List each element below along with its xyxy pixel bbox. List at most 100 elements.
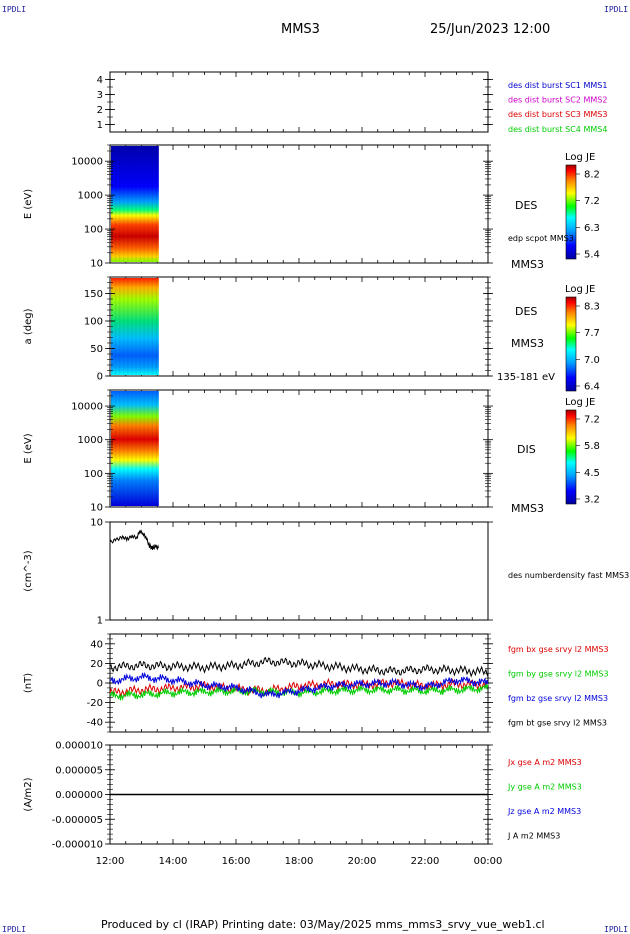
y-axis-label: (A/m2)	[23, 777, 34, 811]
spectrogram-strip	[115, 391, 117, 506]
y-tick-label: -20	[87, 698, 103, 709]
time-tick-label: 00:00	[474, 856, 503, 867]
spectrogram-strip	[139, 278, 141, 375]
time-tick-label: 14:00	[159, 856, 188, 867]
y-tick-label: 1000	[78, 191, 103, 202]
current-legend: Jx gse A m2 MMS3	[507, 758, 582, 767]
y-tick-label: -40	[87, 718, 103, 729]
des-label: DES	[515, 199, 537, 212]
colorbar-title: Log JE	[565, 152, 595, 163]
sc-label: MMS3	[511, 502, 544, 515]
spectrogram-strip	[127, 146, 129, 262]
spectrogram-strip	[135, 146, 137, 262]
colorbar-tick-label: 5.4	[584, 250, 600, 261]
spectrogram-strip	[123, 278, 125, 375]
spectrogram-fill	[111, 278, 159, 375]
dis-label: DIS	[517, 443, 536, 456]
y-tick-label: 10000	[71, 157, 103, 168]
colorbar-tick-label: 6.4	[584, 382, 600, 393]
bfield-line-2	[109, 671, 489, 699]
spectrogram-strip	[147, 278, 149, 375]
y-tick-label: 0.000010	[55, 741, 103, 752]
date-title: 25/Jun/2023 12:00	[430, 22, 551, 37]
bfield-line-1	[109, 683, 489, 701]
colorbar	[565, 296, 577, 392]
bfield-legend: fgm bt gse srvy l2 MMS3	[508, 719, 607, 728]
colorbar	[565, 409, 577, 505]
spectrogram-strip	[143, 146, 145, 262]
spectrogram-strip	[151, 278, 153, 375]
spectrogram-strip	[155, 146, 157, 262]
time-tick-label: 20:00	[348, 856, 377, 867]
y-tick-label: 10	[90, 503, 103, 514]
colorbar-tick-label: 5.8	[584, 441, 600, 452]
colorbar-tick-label: 8.2	[584, 170, 600, 181]
y-tick-label: 20	[90, 659, 103, 670]
spectrogram-strip	[127, 391, 129, 506]
spectrogram-strip	[135, 391, 137, 506]
colorbar-tick-label: 7.7	[584, 328, 600, 339]
y-tick-label: 100	[84, 317, 103, 328]
spectrogram-strip	[143, 391, 145, 506]
ipdli-logo-bottom-right: IPDLI	[604, 925, 629, 934]
current-legend: Jy gse A m2 MMS3	[507, 783, 582, 792]
spectrogram-strip	[143, 278, 145, 375]
y-tick-label: 1	[97, 616, 103, 627]
density-legend: des numberdensity fast MMS3	[508, 571, 629, 580]
y-tick-label: 0	[97, 679, 103, 690]
y-axis-label: (nT)	[23, 673, 34, 693]
colorbar-title: Log JE	[565, 284, 595, 295]
spectrogram-strip	[151, 146, 153, 262]
energy-range-label: 135-181 eV	[497, 372, 555, 383]
time-tick-label: 22:00	[411, 856, 440, 867]
y-tick-label: 0.000005	[55, 765, 103, 776]
panel-frame-1	[109, 144, 489, 264]
bfield-line-3	[109, 656, 489, 678]
spectrogram-strip	[119, 391, 121, 506]
ipdli-logo-right: IPDLI	[604, 5, 629, 14]
footer-credit: Produced by cl (IRAP) Printing date: 03/…	[101, 918, 545, 931]
current-legend: J A m2 MMS3	[507, 832, 560, 841]
sc-label: MMS3	[511, 258, 544, 271]
y-tick-label: 0	[97, 372, 103, 383]
legend-entry: des dist burst SC3 MMS3	[508, 110, 607, 119]
y-tick-label: 10	[90, 259, 103, 270]
spectrogram-strip	[131, 391, 133, 506]
y-tick-label: -0.000010	[52, 840, 103, 851]
panel-frame-0	[109, 71, 489, 133]
spectrogram-fill	[111, 146, 159, 262]
ipdli-logo-left: IPDLI	[2, 5, 27, 14]
y-axis-label: E (eV)	[23, 189, 34, 219]
des-pa-label: DES	[515, 305, 537, 318]
legend-entry: des dist burst SC1 MMS1	[508, 81, 607, 90]
spectrogram-strip	[155, 278, 157, 375]
y-tick-label: 2	[97, 105, 103, 116]
panel-frame-4	[109, 521, 489, 621]
y-tick-label: 1	[97, 120, 103, 131]
spectrogram-strip	[115, 278, 117, 375]
colorbar-tick-label: 6.3	[584, 223, 600, 234]
spectrogram-strip	[119, 278, 121, 375]
spectrogram-strip	[123, 146, 125, 262]
y-tick-label: 4	[97, 75, 103, 86]
y-tick-label: 100	[84, 225, 103, 236]
colorbar-title: Log JE	[565, 397, 595, 408]
bfield-legend: fgm bx gse srvy l2 MMS3	[508, 645, 609, 654]
spectrogram-strip	[147, 391, 149, 506]
spectrogram-strip	[123, 391, 125, 506]
spectrogram-strip	[139, 146, 141, 262]
legend-entry: des dist burst SC2 MMS2	[508, 96, 607, 105]
y-tick-label: 10	[90, 518, 103, 529]
spacecraft-title: MMS3	[281, 22, 320, 37]
colorbar-tick-label: 3.2	[584, 495, 600, 506]
colorbar-tick-label: 7.2	[584, 415, 600, 426]
colorbar-tick-label: 7.0	[584, 355, 600, 366]
panel-frame-3	[109, 389, 489, 508]
y-tick-label: 3	[97, 90, 103, 101]
spectrogram-strip	[111, 391, 113, 506]
colorbar-tick-label: 4.5	[584, 468, 600, 479]
spectrogram-fill	[111, 391, 159, 506]
time-tick-label: 16:00	[222, 856, 251, 867]
panel-frame-2	[109, 276, 489, 377]
